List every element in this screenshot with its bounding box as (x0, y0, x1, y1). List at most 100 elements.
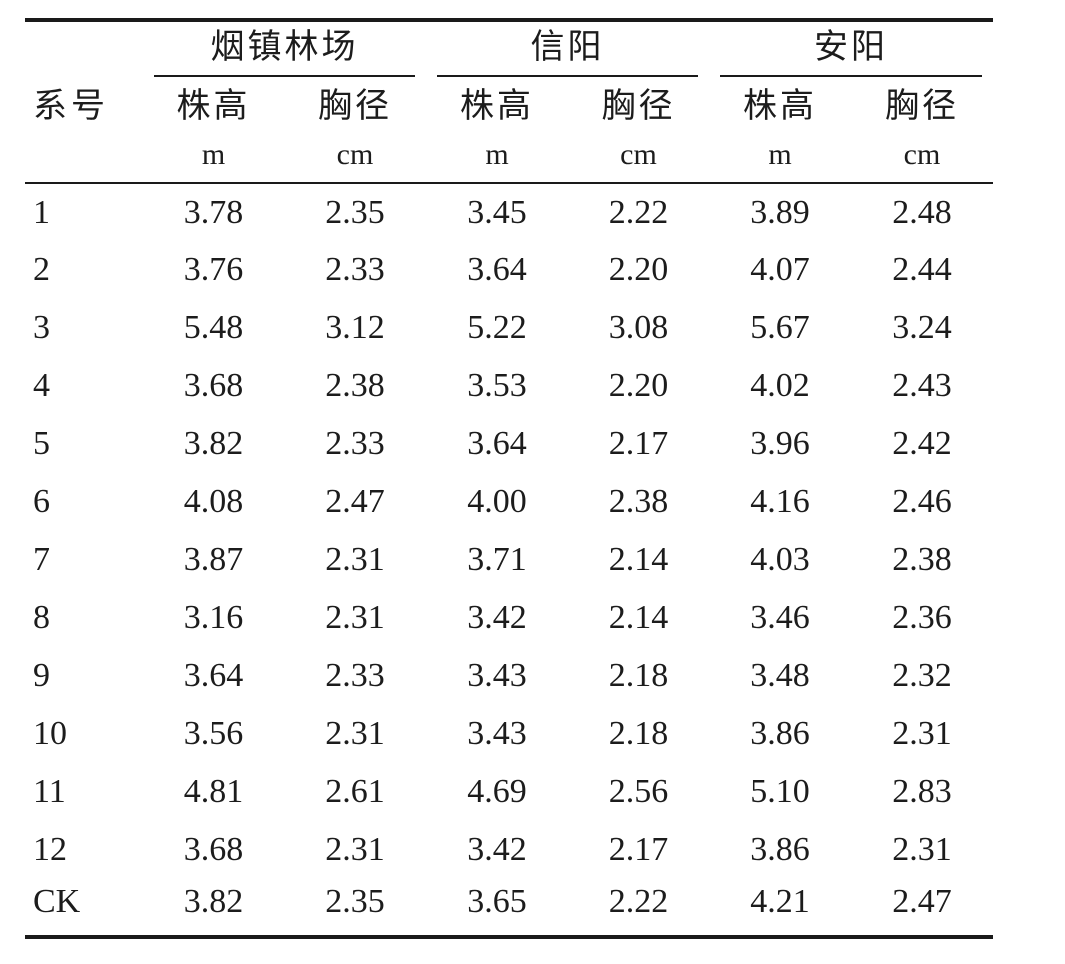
unit-label: cm (568, 127, 709, 184)
cell-value: 2.31 (325, 831, 385, 868)
cell-value: 2.22 (608, 193, 669, 231)
cell-value: 2.33 (325, 425, 385, 462)
cell-value: 2.47 (325, 483, 385, 520)
cell-value: 2.20 (608, 251, 669, 288)
cell-value: 3.53 (467, 367, 527, 404)
cell-value: 3.89 (750, 193, 810, 231)
cell-value: 3.68 (183, 831, 244, 868)
unit-label: cm (851, 127, 993, 184)
cell-value: 2.18 (608, 657, 669, 694)
cell-value: 2.17 (608, 425, 669, 462)
group-label: 信阳 (437, 28, 698, 77)
row-label: 7 (33, 541, 50, 578)
group-header-cell: 烟镇林场 (143, 20, 426, 77)
cell-value: 2.22 (608, 883, 669, 920)
cell-value: 2.18 (608, 715, 669, 752)
cell-value: 2.38 (608, 483, 669, 520)
cell-value: 2.42 (892, 425, 952, 462)
cell-value: 2.44 (892, 251, 952, 288)
cell-value: 2.20 (608, 367, 669, 404)
cell-value: 2.31 (325, 715, 385, 752)
cell-value: 3.68 (183, 367, 244, 404)
group-label: 烟镇林场 (154, 28, 415, 77)
cell-value: 3.42 (467, 831, 527, 868)
group-header-cell: 信阳 (426, 20, 709, 77)
table-row: 1 3.78 2.35 3.45 2.22 3.89 2.48 (25, 183, 993, 241)
cell-value: 3.86 (750, 831, 810, 868)
row-label: CK (33, 883, 81, 920)
cell-value: 2.83 (892, 773, 952, 810)
row-label: 5 (33, 425, 50, 462)
sub-header-label: 胸径 (318, 87, 392, 125)
sub-header-label: 胸径 (601, 87, 676, 125)
cell-value: 4.02 (750, 367, 810, 404)
cell-value: 3.71 (467, 541, 527, 578)
table-row: 7 3.87 2.31 3.71 2.14 4.03 2.38 (25, 531, 993, 589)
row-label: 12 (33, 831, 67, 868)
cell-value: 2.43 (892, 367, 952, 404)
table-row: 12 3.68 2.31 3.42 2.17 3.86 2.31 (25, 821, 993, 879)
unit-label: m (143, 127, 284, 184)
sub-header-label: 株高 (743, 87, 817, 125)
cell-value: 3.82 (183, 425, 244, 462)
cell-value: 3.87 (183, 541, 244, 578)
cell-value: 2.47 (892, 883, 952, 920)
row-label: 9 (33, 657, 50, 694)
table-row: 5 3.82 2.33 3.64 2.17 3.96 2.42 (25, 415, 993, 473)
cell-value: 3.64 (467, 425, 527, 462)
cell-value: 2.38 (892, 541, 952, 578)
table-row: 10 3.56 2.31 3.43 2.18 3.86 2.31 (25, 705, 993, 763)
cell-value: 5.10 (750, 773, 810, 810)
table-row: CK 3.82 2.35 3.65 2.22 4.21 2.47 (25, 879, 993, 937)
cell-value: 4.16 (750, 483, 810, 520)
cell-value: 3.64 (183, 657, 244, 694)
cell-value: 4.21 (750, 883, 810, 920)
row-label: 4 (33, 367, 50, 404)
cell-value: 2.61 (325, 773, 385, 810)
cell-value: 3.42 (467, 599, 527, 636)
row-label: 3 (33, 309, 50, 346)
cell-value: 3.86 (750, 715, 810, 752)
cell-value: 3.48 (750, 657, 810, 694)
cell-value: 3.12 (325, 309, 385, 346)
row-label: 8 (33, 599, 50, 636)
cell-value: 3.78 (183, 193, 244, 231)
table-row: 2 3.76 2.33 3.64 2.20 4.07 2.44 (25, 241, 993, 299)
row-label: 2 (33, 251, 50, 288)
table-body: 1 3.78 2.35 3.45 2.22 3.89 2.48 2 3.76 2… (25, 183, 993, 937)
table-row: 4 3.68 2.38 3.53 2.20 4.02 2.43 (25, 357, 993, 415)
cell-value: 4.00 (467, 483, 527, 520)
cell-value: 3.46 (750, 599, 810, 636)
group-header-row: 系号 烟镇林场 信阳 安阳 (25, 20, 993, 184)
table-header: 系号 烟镇林场 信阳 安阳 株高 胸径 株高 胸径 株高 胸径 (25, 20, 993, 184)
cell-value: 3.45 (467, 193, 527, 231)
cell-value: 3.43 (467, 715, 527, 752)
cell-value: 2.17 (608, 831, 669, 868)
cell-value: 4.08 (183, 483, 244, 520)
cell-value: 2.56 (608, 773, 669, 810)
cell-value: 2.35 (325, 193, 385, 231)
unit-label: m (709, 127, 851, 184)
cell-value: 2.31 (892, 715, 952, 752)
cell-value: 3.82 (183, 883, 244, 920)
cell-value: 4.81 (183, 773, 244, 810)
cell-value: 2.35 (325, 883, 385, 920)
table-row: 9 3.64 2.33 3.43 2.18 3.48 2.32 (25, 647, 993, 705)
cell-value: 2.31 (892, 831, 952, 868)
cell-value: 2.33 (325, 657, 385, 694)
unit-header-row: m cm m cm m cm (25, 127, 993, 184)
cell-value: 3.56 (183, 715, 244, 752)
row-label: 1 (33, 193, 50, 231)
cell-value: 2.31 (325, 541, 385, 578)
sub-header-row: 株高 胸径 株高 胸径 株高 胸径 (25, 77, 993, 127)
cell-value: 5.67 (750, 309, 810, 346)
table-row: 6 4.08 2.47 4.00 2.38 4.16 2.46 (25, 473, 993, 531)
row-label: 11 (33, 773, 66, 810)
cell-value: 4.07 (750, 251, 810, 288)
cell-value: 5.48 (183, 309, 244, 346)
cell-value: 4.03 (750, 541, 810, 578)
cell-value: 3.65 (467, 883, 527, 920)
group-header-cell: 安阳 (709, 20, 993, 77)
cell-value: 2.32 (892, 657, 952, 694)
